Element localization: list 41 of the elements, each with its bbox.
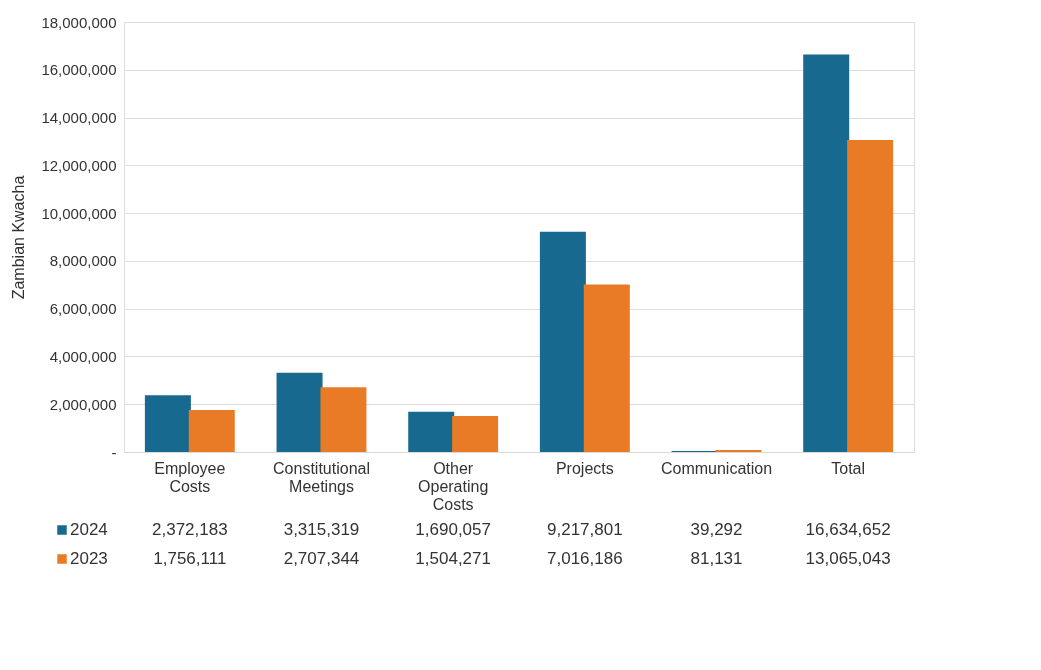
y-tick-label: 12,000,000 bbox=[41, 156, 117, 174]
y-tick-label: 2,000,000 bbox=[49, 395, 117, 413]
bar bbox=[144, 395, 191, 452]
bar bbox=[408, 411, 455, 452]
y-tick-label: 10,000,000 bbox=[41, 204, 117, 222]
data-label: 9,217,801 bbox=[547, 520, 623, 539]
bar bbox=[452, 416, 499, 452]
data-label: 7,016,186 bbox=[547, 549, 623, 568]
y-tick-label: 6,000,000 bbox=[49, 300, 117, 318]
data-label: 13,065,043 bbox=[805, 549, 891, 568]
x-tick-label: Total bbox=[831, 459, 866, 477]
data-label: 39,292 bbox=[690, 520, 743, 539]
y-tick-label: 14,000,000 bbox=[41, 109, 117, 127]
bar bbox=[583, 284, 630, 452]
x-tick-label: Employee Costs bbox=[154, 459, 226, 495]
bar bbox=[539, 231, 586, 452]
bar bbox=[803, 54, 850, 452]
legend-label: 2023 bbox=[70, 549, 108, 568]
legend-label: 2024 bbox=[70, 520, 108, 539]
x-tick-label: Constitutional Meetings bbox=[273, 459, 370, 495]
data-label: 1,504,271 bbox=[415, 549, 491, 568]
y-tick-label: 16,000,000 bbox=[41, 61, 117, 79]
data-label: 2,372,183 bbox=[152, 520, 228, 539]
data-label: 1,690,057 bbox=[415, 520, 491, 539]
data-label: 81,131 bbox=[690, 549, 743, 568]
y-tick-label: - bbox=[111, 443, 117, 461]
data-label: 1,756,111 bbox=[153, 549, 227, 568]
data-label: 3,315,319 bbox=[283, 520, 360, 539]
data-label: 2,707,344 bbox=[283, 549, 360, 568]
x-tick-label: Communication bbox=[660, 459, 773, 477]
bar bbox=[320, 387, 367, 452]
bar bbox=[276, 372, 323, 452]
x-tick-label: Other Operating Costs bbox=[418, 459, 489, 513]
x-tick-label: Projects bbox=[555, 459, 614, 477]
y-tick-label: 18,000,000 bbox=[41, 13, 117, 31]
bar bbox=[188, 410, 235, 452]
y-tick-label: 4,000,000 bbox=[49, 347, 117, 365]
y-axis-title: Zambian Kwacha bbox=[10, 175, 28, 300]
y-tick-label: 8,000,000 bbox=[49, 252, 117, 270]
bar bbox=[847, 139, 894, 452]
data-label: 16,634,652 bbox=[805, 520, 891, 539]
